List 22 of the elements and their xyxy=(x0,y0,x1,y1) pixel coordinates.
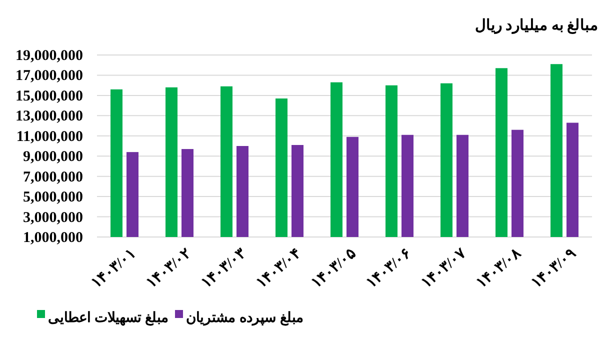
y-tick-label: 19,000,000 xyxy=(16,48,83,64)
x-tick-label: ۱۴۰۳/۰۲ xyxy=(144,246,194,292)
x-tick-label: ۱۴۰۳/۰۸ xyxy=(474,245,525,292)
chart-title: مبالغ به میلیارد ریال xyxy=(474,18,598,34)
x-tick-label: ۱۴۰۳/۰۵ xyxy=(308,246,360,292)
legend-label: مبلغ سپرده مشتریان xyxy=(186,311,304,326)
x-tick-label: ۱۴۰۳/۰۷ xyxy=(418,245,470,292)
y-tick-label: 9,000,000 xyxy=(23,149,83,166)
x-tick-label: ۱۴۰۳/۰۱ xyxy=(88,246,140,292)
y-tick-label: 7,000,000 xyxy=(23,169,83,186)
y-tick-label: 17,000,000 xyxy=(16,68,83,84)
y-tick-label: 13,000,000 xyxy=(16,108,83,125)
x-tick-label: ۱۴۰۳/۰۹ xyxy=(528,246,580,292)
y-tick-label: 5,000,000 xyxy=(23,190,83,206)
x-tick-label: ۱۴۰۳/۰۳ xyxy=(198,246,250,292)
y-tick-label: 11,000,000 xyxy=(16,128,83,145)
legend-label: مبلغ تسهیلات اعطایی xyxy=(48,311,169,326)
y-tick-label: 3,000,000 xyxy=(23,210,83,226)
x-tick-label: ۱۴۰۳/۰۶ xyxy=(364,246,414,292)
y-tick-label: 1,000,000 xyxy=(23,230,83,246)
y-tick-label: 15,000,000 xyxy=(16,88,83,104)
x-tick-label: ۱۴۰۳/۰۴ xyxy=(254,246,304,292)
